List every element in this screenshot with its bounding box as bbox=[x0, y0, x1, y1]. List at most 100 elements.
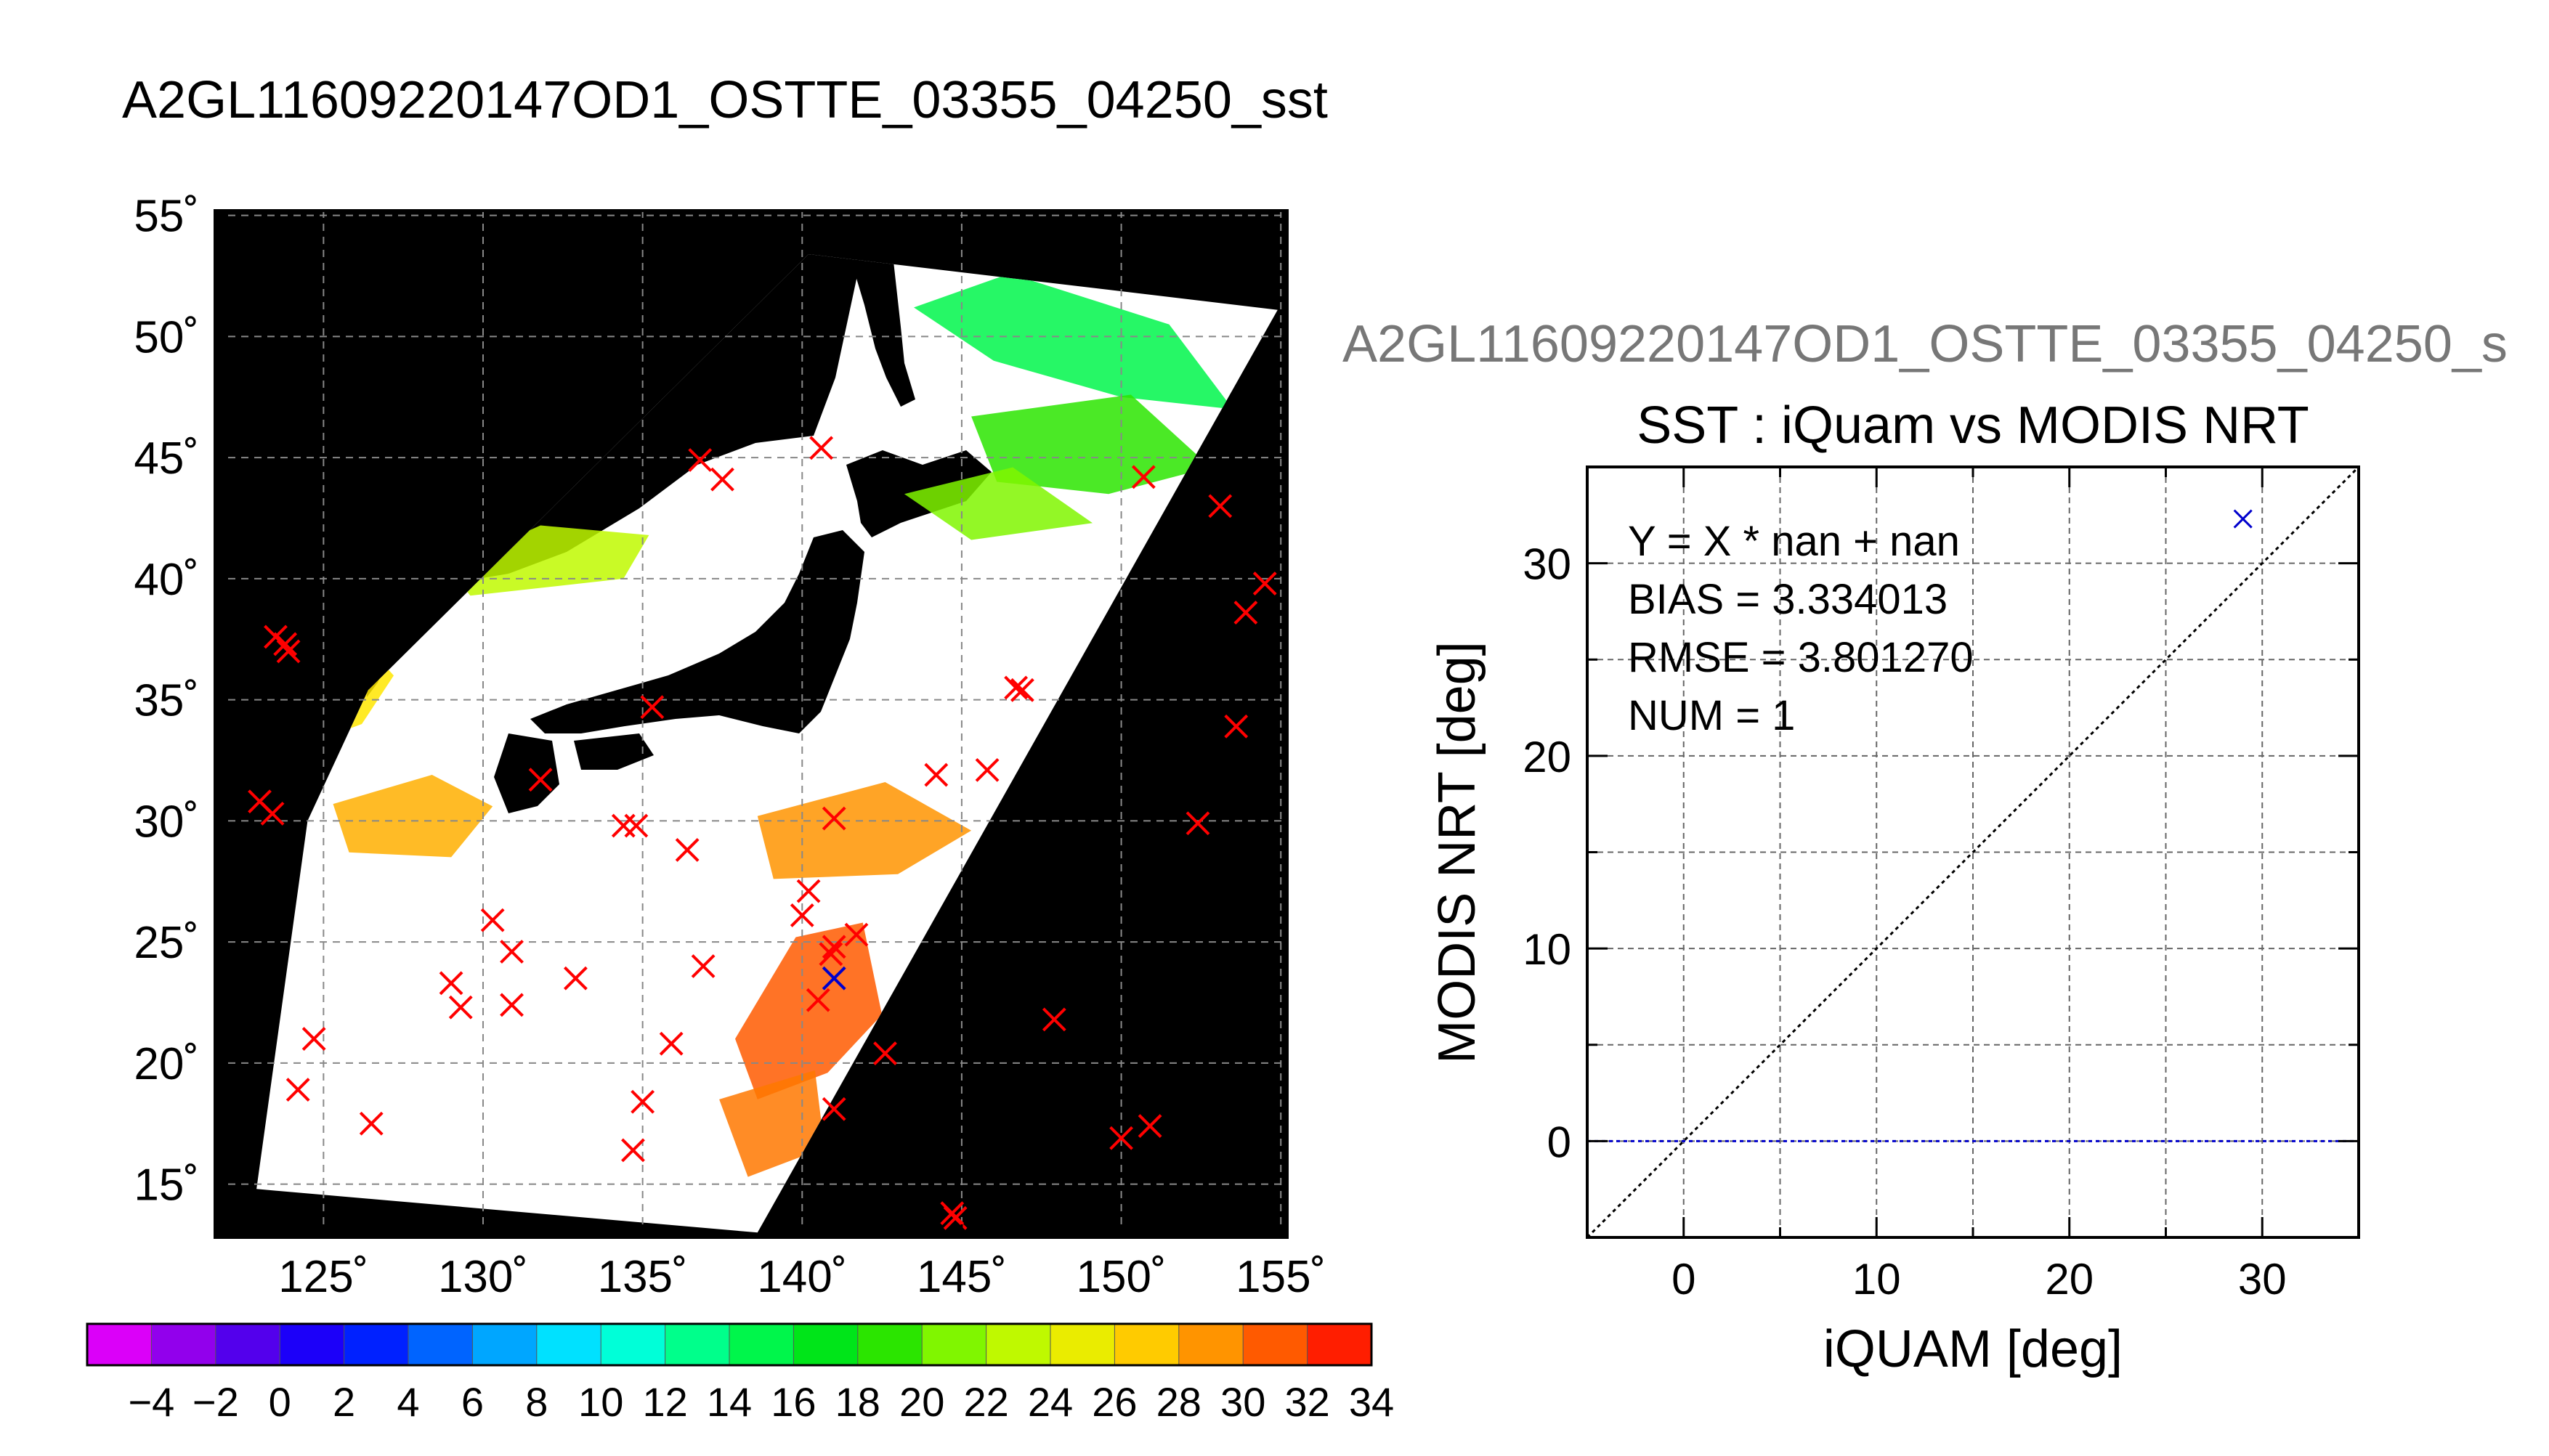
colorbar-segment bbox=[1114, 1324, 1180, 1365]
colorbar-tick-label: 32 bbox=[1284, 1379, 1329, 1425]
station-marker bbox=[563, 966, 588, 991]
map-x-axis: 125˚ 130˚ 135˚ 140˚ 145˚ 150˚ 155˚ bbox=[278, 1224, 1326, 1302]
colorbar-segment bbox=[87, 1324, 152, 1365]
colorbar-segment bbox=[408, 1324, 473, 1365]
map-x-tick-label: 145˚ bbox=[917, 1252, 1007, 1302]
map-y-tick-label: 25˚ bbox=[134, 918, 199, 968]
map-x-tick-label: 150˚ bbox=[1077, 1252, 1167, 1302]
land-sakhalin bbox=[854, 254, 915, 407]
sst-patch-okhotsk-north bbox=[914, 273, 1233, 410]
colorbar-tick-label: 10 bbox=[578, 1379, 623, 1425]
colorbar-tick-label: 20 bbox=[899, 1379, 944, 1425]
colorbar-segment bbox=[344, 1324, 409, 1365]
map-y-tick-label: 30˚ bbox=[134, 797, 199, 847]
station-marker bbox=[1109, 1126, 1133, 1150]
scatter-stats: Y = X * nan + nan BIAS = 3.334013 RMSE = 3… bbox=[1628, 518, 1974, 739]
colorbar-tick-label: 30 bbox=[1220, 1379, 1265, 1425]
station-marker bbox=[975, 757, 1000, 782]
map-x-tick-label: 130˚ bbox=[438, 1252, 528, 1302]
sst-colorbar: −4 −2 0 2 4 6 8 10 12 14 16 18 20 22 24 26 28 30 32 34 bbox=[86, 1322, 1394, 1425]
colorbar-tick-label: 28 bbox=[1156, 1379, 1201, 1425]
colorbar-tick-label: 16 bbox=[771, 1379, 816, 1425]
map-y-tick-label: 35˚ bbox=[134, 676, 199, 726]
station-marker bbox=[924, 762, 949, 787]
colorbar-tick-label: 8 bbox=[525, 1379, 548, 1425]
colorbar-segment bbox=[793, 1324, 859, 1365]
station-marker bbox=[1224, 714, 1249, 739]
colorbar-tick-label: −2 bbox=[193, 1379, 239, 1425]
station-marker bbox=[528, 768, 553, 792]
colorbar-segment bbox=[151, 1324, 216, 1365]
map-x-tick-label: 155˚ bbox=[1236, 1252, 1326, 1302]
station-marker bbox=[285, 1078, 310, 1102]
station-marker bbox=[1131, 465, 1156, 489]
sst-patch-mariana-north bbox=[719, 1070, 824, 1177]
land-honshu bbox=[530, 530, 864, 733]
station-marker bbox=[1233, 601, 1258, 625]
station-marker bbox=[439, 971, 463, 996]
map-grid bbox=[215, 211, 1287, 1237]
scatter-y-tick-label: 20 bbox=[1523, 733, 1571, 781]
scatter-y-tick-label: 10 bbox=[1523, 925, 1571, 974]
colorbar-tick-label: 18 bbox=[835, 1379, 880, 1425]
map-y-axis: 15˚ 20˚ 25˚ 30˚ 35˚ 40˚ 45˚ 50˚ 55˚ bbox=[134, 192, 228, 1211]
station-marker bbox=[480, 908, 505, 932]
station-marker bbox=[640, 695, 665, 720]
station-marker bbox=[873, 1041, 897, 1065]
colorbar-frame bbox=[86, 1322, 1373, 1367]
scatter-x-tick-label: 30 bbox=[2238, 1255, 2287, 1304]
sst-patch-shikoku-east bbox=[757, 782, 972, 879]
station-marker bbox=[1042, 1007, 1066, 1032]
station-marker bbox=[260, 801, 285, 826]
station-marker bbox=[691, 954, 716, 978]
station-marker-highlight bbox=[822, 966, 846, 991]
station-marker bbox=[796, 879, 821, 903]
station-marker bbox=[500, 993, 524, 1017]
station-marker bbox=[301, 1027, 326, 1051]
colorbar-tick-label: 24 bbox=[1028, 1379, 1073, 1425]
colorbar-segment bbox=[986, 1324, 1051, 1365]
colorbar-segment bbox=[729, 1324, 794, 1365]
colorbar-tick-label: 0 bbox=[269, 1379, 291, 1425]
station-marker bbox=[822, 806, 846, 831]
station-marker bbox=[1010, 678, 1034, 702]
scatter-y-axis: 0 10 20 30 bbox=[1523, 540, 2359, 1166]
colorbar-segment bbox=[922, 1324, 987, 1365]
map-y-tick-label: 45˚ bbox=[134, 434, 199, 484]
scatter-stat-line: Y = X * nan + nan bbox=[1628, 518, 1960, 565]
station-marker bbox=[631, 1089, 655, 1114]
identity-line bbox=[1587, 467, 2359, 1237]
station-marker bbox=[276, 639, 301, 664]
colorbar-segment bbox=[857, 1324, 923, 1365]
scatter-title: SST : iQuam vs MODIS NRT bbox=[1637, 396, 2309, 455]
scatter-y-tick-label: 30 bbox=[1523, 540, 1571, 589]
map-x-tick-label: 125˚ bbox=[278, 1252, 368, 1302]
map-title: A2GL11609220147OD1_OSTTE_03355_04250_sst bbox=[122, 71, 1328, 129]
station-marker bbox=[710, 467, 734, 492]
station-marker bbox=[621, 1138, 645, 1163]
map-panel: 125˚ 130˚ 135˚ 140˚ 145˚ 150˚ 155˚ 15˚ 20˚ 25˚ 30… bbox=[134, 192, 1326, 1302]
sst-patch-east-china-sea bbox=[333, 775, 493, 858]
land-kyushu bbox=[494, 733, 559, 813]
station-marker bbox=[1004, 675, 1029, 700]
scatter-x-tick-label: 0 bbox=[1671, 1255, 1695, 1304]
colorbar-segment bbox=[1178, 1324, 1244, 1365]
colorbar-segment bbox=[215, 1324, 280, 1365]
station-marker bbox=[940, 1201, 965, 1226]
scatter-stat-line: BIAS = 3.334013 bbox=[1628, 576, 1948, 623]
station-marker bbox=[1208, 494, 1233, 518]
map-frame bbox=[214, 209, 1289, 1239]
colorbar-tick-label: 34 bbox=[1349, 1379, 1394, 1425]
scatter-point bbox=[2233, 509, 2253, 529]
scatter-points bbox=[2233, 509, 2253, 529]
station-marker bbox=[844, 922, 869, 947]
scatter-x-tick-label: 20 bbox=[2045, 1255, 2094, 1304]
station-marker bbox=[819, 942, 843, 967]
station-marker bbox=[675, 838, 700, 862]
station-marker bbox=[809, 436, 834, 460]
colorbar-segment bbox=[601, 1324, 666, 1365]
scatter-stat-line: NUM = 1 bbox=[1628, 692, 1795, 739]
station-marker bbox=[790, 903, 814, 927]
station-marker bbox=[688, 448, 713, 472]
